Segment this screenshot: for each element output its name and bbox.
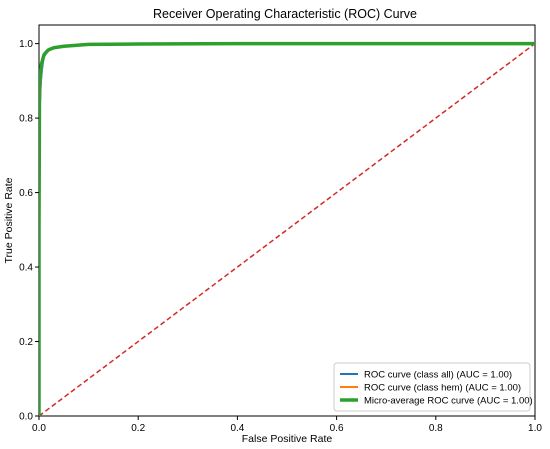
series-line-class-all bbox=[39, 42, 535, 416]
y-tick-label: 0.6 bbox=[19, 188, 33, 199]
y-tick-label: 0.4 bbox=[19, 263, 33, 274]
y-axis-title: True Positive Rate bbox=[3, 177, 15, 263]
x-tick-label: 0.4 bbox=[230, 423, 244, 434]
plot-area-frame bbox=[38, 24, 536, 417]
y-axis: 0.0 0.2 0.4 0.6 0.8 1.0 bbox=[19, 39, 39, 423]
diagonal-reference-line bbox=[39, 43, 535, 416]
x-tick-label: 1.0 bbox=[528, 423, 542, 434]
y-tick-label: 1.0 bbox=[19, 39, 33, 50]
series-layer bbox=[39, 41, 535, 416]
legend-box bbox=[333, 362, 531, 412]
x-tick-label: 0.2 bbox=[131, 423, 145, 434]
x-tick-label: 0.0 bbox=[32, 423, 46, 434]
chart-title: Receiver Operating Characteristic (ROC) … bbox=[153, 7, 417, 21]
y-tick-label: 0.8 bbox=[19, 114, 33, 125]
x-tick-label: 0.6 bbox=[330, 423, 344, 434]
legend-label: ROC curve (class all) (AUC = 1.00) bbox=[364, 370, 512, 381]
x-axis: 0.0 0.2 0.4 0.6 0.8 1.0 bbox=[32, 416, 542, 434]
y-tick-label: 0.0 bbox=[19, 412, 33, 423]
series-line-micro-average bbox=[39, 41, 535, 416]
legend-label: ROC curve (class hem) (AUC = 1.00) bbox=[364, 383, 521, 394]
x-axis-title: False Positive Rate bbox=[242, 433, 333, 445]
series-line-class-hem bbox=[39, 42, 535, 416]
y-tick-label: 0.2 bbox=[19, 337, 33, 348]
legend-label: Micro-average ROC curve (AUC = 1.00) bbox=[364, 396, 533, 407]
x-tick-label: 0.8 bbox=[429, 423, 443, 434]
legend: ROC curve (class all) (AUC = 1.00) ROC cu… bbox=[333, 362, 533, 412]
